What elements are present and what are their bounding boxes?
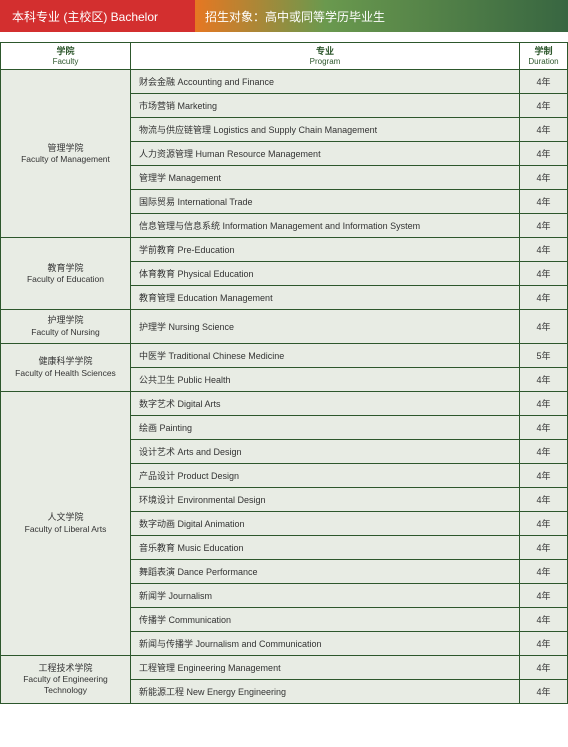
col-header-program-en: Program xyxy=(135,57,515,67)
duration-cell: 5年 xyxy=(520,344,568,368)
duration-cell: 4年 xyxy=(520,680,568,704)
duration-cell: 4年 xyxy=(520,368,568,392)
program-cell: 环境设计 Environmental Design xyxy=(131,488,520,512)
faculty-name-cn: 工程技术学院 xyxy=(9,663,122,675)
header-title-right: 招生对象：高中或同等学历毕业生 xyxy=(195,0,568,32)
faculty-name-en: Faculty of Education xyxy=(9,274,122,285)
program-cell: 物流与供应链管理 Logistics and Supply Chain Mana… xyxy=(131,118,520,142)
faculty-name-cn: 护理学院 xyxy=(9,315,122,327)
col-header-duration-en: Duration xyxy=(524,57,563,67)
duration-cell: 4年 xyxy=(520,632,568,656)
duration-cell: 4年 xyxy=(520,214,568,238)
faculty-name-cn: 管理学院 xyxy=(9,143,122,155)
col-header-faculty-cn: 学院 xyxy=(5,46,126,57)
duration-cell: 4年 xyxy=(520,166,568,190)
col-header-faculty: 学院 Faculty xyxy=(1,43,131,70)
col-header-duration: 学制 Duration xyxy=(520,43,568,70)
duration-cell: 4年 xyxy=(520,70,568,94)
duration-cell: 4年 xyxy=(520,94,568,118)
program-cell: 人力资源管理 Human Resource Management xyxy=(131,142,520,166)
faculty-cell: 人文学院Faculty of Liberal Arts xyxy=(1,392,131,656)
faculty-name-cn: 健康科学学院 xyxy=(9,356,122,368)
page-header: 本科专业 (主校区) Bachelor 招生对象：高中或同等学历毕业生 xyxy=(0,0,568,32)
program-cell: 财会金融 Accounting and Finance xyxy=(131,70,520,94)
program-cell: 新能源工程 New Energy Engineering xyxy=(131,680,520,704)
program-cell: 体育教育 Physical Education xyxy=(131,262,520,286)
faculty-name-en: Faculty of Engineering Technology xyxy=(9,674,122,696)
duration-cell: 4年 xyxy=(520,262,568,286)
duration-cell: 4年 xyxy=(520,238,568,262)
faculty-name-en: Faculty of Health Sciences xyxy=(9,368,122,379)
program-cell: 绘画 Painting xyxy=(131,416,520,440)
duration-cell: 4年 xyxy=(520,416,568,440)
duration-cell: 4年 xyxy=(520,536,568,560)
table-row: 健康科学学院Faculty of Health Sciences中医学 Trad… xyxy=(1,344,568,368)
program-cell: 舞蹈表演 Dance Performance xyxy=(131,560,520,584)
table-header-row: 学院 Faculty 专业 Program 学制 Duration xyxy=(1,43,568,70)
duration-cell: 4年 xyxy=(520,142,568,166)
table-row: 管理学院Faculty of Management财会金融 Accounting… xyxy=(1,70,568,94)
program-cell: 信息管理与信息系统 Information Management and Inf… xyxy=(131,214,520,238)
faculty-name-en: Faculty of Liberal Arts xyxy=(9,524,122,535)
table-row: 工程技术学院Faculty of Engineering Technology工… xyxy=(1,656,568,680)
table-row: 护理学院Faculty of Nursing护理学 Nursing Scienc… xyxy=(1,310,568,344)
program-cell: 中医学 Traditional Chinese Medicine xyxy=(131,344,520,368)
duration-cell: 4年 xyxy=(520,464,568,488)
faculty-cell: 工程技术学院Faculty of Engineering Technology xyxy=(1,656,131,704)
duration-cell: 4年 xyxy=(520,560,568,584)
duration-cell: 4年 xyxy=(520,190,568,214)
duration-cell: 4年 xyxy=(520,392,568,416)
programs-table: 学院 Faculty 专业 Program 学制 Duration 管理学院Fa… xyxy=(0,42,568,704)
program-cell: 传播学 Communication xyxy=(131,608,520,632)
faculty-cell: 健康科学学院Faculty of Health Sciences xyxy=(1,344,131,392)
program-cell: 设计艺术 Arts and Design xyxy=(131,440,520,464)
duration-cell: 4年 xyxy=(520,656,568,680)
duration-cell: 4年 xyxy=(520,584,568,608)
faculty-name-cn: 人文学院 xyxy=(9,512,122,524)
faculty-name-en: Faculty of Management xyxy=(9,154,122,165)
program-cell: 音乐教育 Music Education xyxy=(131,536,520,560)
duration-cell: 4年 xyxy=(520,286,568,310)
faculty-cell: 教育学院Faculty of Education xyxy=(1,238,131,310)
table-row: 人文学院Faculty of Liberal Arts数字艺术 Digital … xyxy=(1,392,568,416)
duration-cell: 4年 xyxy=(520,488,568,512)
faculty-cell: 管理学院Faculty of Management xyxy=(1,70,131,238)
program-cell: 数字艺术 Digital Arts xyxy=(131,392,520,416)
col-header-program: 专业 Program xyxy=(131,43,520,70)
program-cell: 数字动画 Digital Animation xyxy=(131,512,520,536)
program-cell: 教育管理 Education Management xyxy=(131,286,520,310)
program-cell: 市场营销 Marketing xyxy=(131,94,520,118)
header-title-left: 本科专业 (主校区) Bachelor xyxy=(0,0,195,32)
duration-cell: 4年 xyxy=(520,512,568,536)
program-cell: 国际贸易 International Trade xyxy=(131,190,520,214)
faculty-cell: 护理学院Faculty of Nursing xyxy=(1,310,131,344)
program-cell: 新闻学 Journalism xyxy=(131,584,520,608)
program-cell: 新闻与传播学 Journalism and Communication xyxy=(131,632,520,656)
table-row: 教育学院Faculty of Education学前教育 Pre-Educati… xyxy=(1,238,568,262)
program-cell: 管理学 Management xyxy=(131,166,520,190)
program-cell: 工程管理 Engineering Management xyxy=(131,656,520,680)
col-header-faculty-en: Faculty xyxy=(5,57,126,67)
program-cell: 产品设计 Product Design xyxy=(131,464,520,488)
col-header-program-cn: 专业 xyxy=(135,46,515,57)
program-cell: 护理学 Nursing Science xyxy=(131,310,520,344)
program-cell: 公共卫生 Public Health xyxy=(131,368,520,392)
duration-cell: 4年 xyxy=(520,608,568,632)
program-cell: 学前教育 Pre-Education xyxy=(131,238,520,262)
col-header-duration-cn: 学制 xyxy=(524,46,563,57)
duration-cell: 4年 xyxy=(520,310,568,344)
duration-cell: 4年 xyxy=(520,118,568,142)
faculty-name-cn: 教育学院 xyxy=(9,263,122,275)
duration-cell: 4年 xyxy=(520,440,568,464)
faculty-name-en: Faculty of Nursing xyxy=(9,327,122,338)
